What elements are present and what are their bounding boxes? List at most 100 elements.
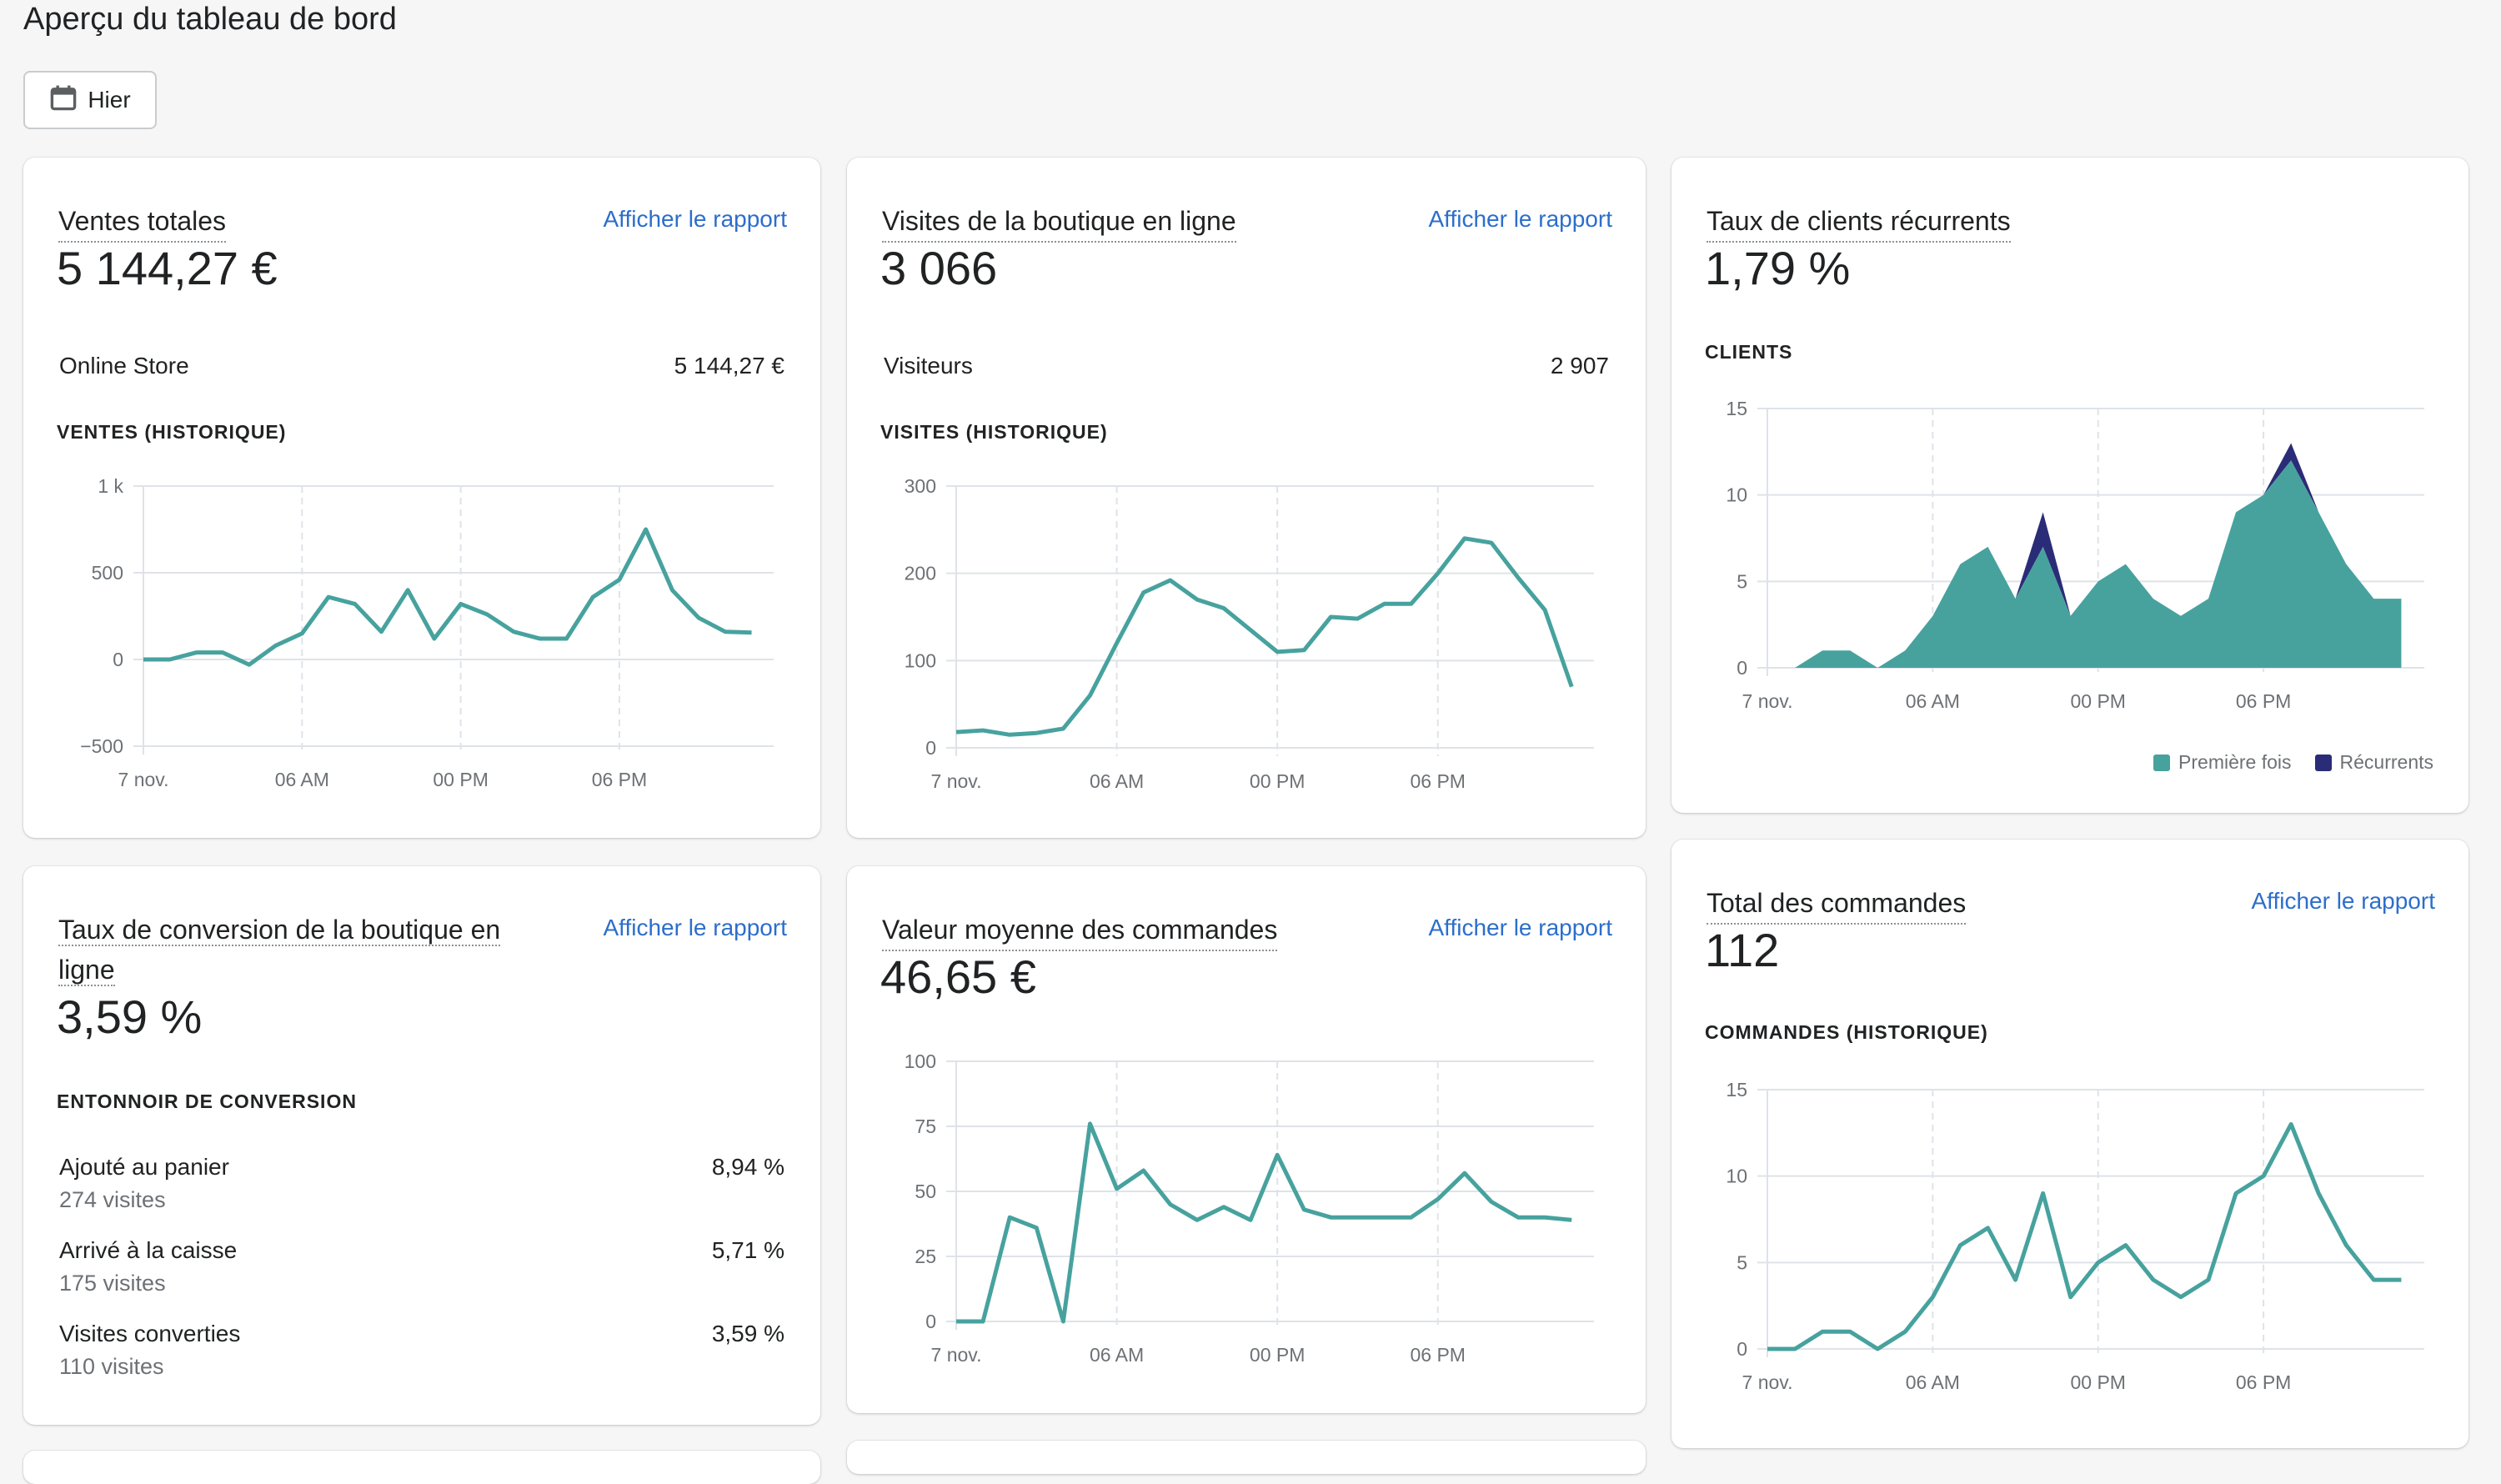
card-average-order-value: Valeur moyenne des commandes Afficher le…: [847, 866, 1646, 1413]
x-tick-label: 06 PM: [592, 769, 647, 790]
series-line: [143, 527, 752, 667]
orders-history-chart: 15 10 5 0 7 nov. 06 AM 00 PM 06 PM: [1726, 1079, 2424, 1393]
y-tick-label: 1 k: [98, 475, 123, 497]
x-tick-label: 00 PM: [2070, 690, 2125, 712]
y-tick-label: 100: [905, 649, 936, 671]
legend-swatch: [2153, 754, 2171, 771]
x-tick-label: 06 AM: [1090, 1344, 1144, 1366]
x-tick-label: 00 PM: [2070, 1371, 2125, 1393]
card-title[interactable]: Ventes totales: [58, 201, 227, 243]
y-tick-label: 15: [1726, 1079, 1747, 1100]
view-report-link[interactable]: Afficher le rapport: [603, 206, 788, 232]
visits-history-chart: 300 200 100 0 7 nov. 06 AM 00 PM 06 PM: [905, 475, 1594, 792]
legend-label: Première fois: [2178, 751, 2292, 773]
y-tick-label: 15: [1726, 398, 1747, 419]
sales-history-chart: 1 k 500 0 −500 7 nov. 06 AM 00 PM 06 PM: [80, 475, 774, 790]
series-line: [956, 1121, 1572, 1324]
y-tick-label: 50: [915, 1181, 936, 1202]
x-tick-label: 06 AM: [1906, 690, 1960, 712]
funnel-step-visits: 110 visites: [59, 1354, 164, 1379]
aov-history-chart: 100 75 50 25 0 7 nov. 06 AM 00 PM 06 PM: [905, 1050, 1594, 1366]
y-tick-label: 0: [925, 737, 936, 759]
view-report-link[interactable]: Afficher le rapport: [1428, 206, 1613, 232]
view-report-link[interactable]: Afficher le rapport: [2251, 888, 2436, 914]
row-value: 5 144,27 €: [674, 353, 784, 379]
card-title-line-1: Taux de conversion de la boutique en: [58, 915, 501, 946]
y-tick-label: 300: [905, 475, 936, 497]
legend-item-returning: Récurrents: [2314, 751, 2433, 774]
section-label: VENTES (HISTORIQUE): [57, 421, 287, 443]
section-label: VISITES (HISTORIQUE): [880, 421, 1108, 443]
x-tick-label: 06 AM: [1090, 770, 1144, 792]
y-tick-label: −500: [80, 735, 123, 757]
section-label: CLIENTS: [1705, 341, 1793, 363]
y-tick-label: 500: [92, 562, 123, 584]
card-title[interactable]: Total des commandes: [1707, 883, 1967, 925]
date-filter-button[interactable]: Hier: [23, 71, 157, 129]
funnel-step-rate: 8,94 %: [711, 1154, 784, 1180]
view-report-link[interactable]: Afficher le rapport: [1428, 915, 1613, 940]
metric-value: 3,59 %: [57, 990, 203, 1043]
card-title[interactable]: Visites de la boutique en ligne: [882, 201, 1236, 243]
x-tick-label: 7 nov.: [931, 770, 982, 792]
section-label: ENTONNOIR DE CONVERSION: [57, 1090, 357, 1112]
x-tick-label: 06 PM: [2236, 1371, 2291, 1393]
y-tick-label: 0: [1737, 657, 1747, 679]
x-tick-label: 06 PM: [1410, 770, 1465, 792]
card-total-sales: Ventes totales Afficher le rapport 5 144…: [23, 158, 820, 838]
row-value: 2 907: [1550, 353, 1609, 379]
metric-value: 112: [1705, 924, 1780, 976]
x-tick-label: 7 nov.: [118, 769, 169, 790]
calendar-icon: [49, 83, 78, 118]
row-label: Visiteurs: [884, 353, 973, 379]
series-area-first-time: [1767, 460, 2402, 668]
y-tick-label: 0: [925, 1311, 936, 1332]
metric-value: 46,65 €: [880, 950, 1036, 1003]
series-line: [1767, 1121, 2402, 1351]
funnel-step-label: Visites converties: [59, 1321, 241, 1346]
card-online-store-visits: Visites de la boutique en ligne Afficher…: [847, 158, 1646, 838]
x-tick-label: 7 nov.: [1742, 1371, 1793, 1393]
page-title: Aperçu du tableau de bord: [23, 2, 397, 37]
metric-value: 1,79 %: [1705, 242, 1851, 294]
x-tick-label: 00 PM: [433, 769, 488, 790]
card-title[interactable]: Valeur moyenne des commandes: [882, 910, 1278, 951]
x-tick-label: 7 nov.: [931, 1344, 982, 1366]
legend-label: Récurrents: [2339, 751, 2433, 773]
card-total-orders: Total des commandes Afficher le rapport …: [1672, 840, 2468, 1448]
y-tick-label: 10: [1726, 1166, 1747, 1187]
y-tick-label: 5: [1737, 1251, 1747, 1273]
series-line: [955, 536, 1574, 737]
y-tick-label: 200: [905, 563, 936, 584]
y-tick-label: 0: [1737, 1338, 1747, 1360]
row-label: Online Store: [59, 353, 189, 379]
metric-value: 5 144,27 €: [57, 242, 278, 294]
card-title[interactable]: Taux de conversion de la boutique en lig…: [58, 910, 550, 990]
y-tick-label: 5: [1737, 570, 1747, 592]
x-tick-label: 06 PM: [2236, 690, 2291, 712]
x-tick-label: 00 PM: [1250, 1344, 1305, 1366]
funnel-step-label: Arrivé à la caisse: [59, 1237, 238, 1263]
section-label: COMMANDES (HISTORIQUE): [1705, 1021, 1988, 1043]
card-partial: [23, 1451, 820, 1484]
funnel-step-visits: 175 visites: [59, 1271, 166, 1296]
y-tick-label: 75: [915, 1116, 936, 1137]
view-report-link[interactable]: Afficher le rapport: [603, 915, 788, 940]
card-title[interactable]: Taux de clients récurrents: [1707, 201, 2011, 243]
x-tick-label: 7 nov.: [1742, 690, 1793, 712]
x-tick-label: 06 PM: [1410, 1344, 1465, 1366]
funnel-step-visits: 274 visites: [59, 1187, 166, 1212]
card-partial: [847, 1441, 1646, 1474]
customers-area-chart: 15 10 5 0 7 nov. 06 AM 00 PM 06 PM: [1726, 398, 2424, 712]
x-tick-label: 06 AM: [1906, 1371, 1960, 1393]
legend-item-first-time: Première fois: [2153, 751, 2292, 774]
y-tick-label: 0: [113, 649, 123, 670]
legend-swatch: [2314, 754, 2332, 771]
card-conversion-rate: Taux de conversion de la boutique en lig…: [23, 866, 820, 1425]
card-title-line-2: ligne: [58, 955, 115, 986]
funnel-step-rate: 3,59 %: [711, 1321, 784, 1346]
card-returning-customer-rate: Taux de clients récurrents 1,79 % CLIENT…: [1672, 158, 2468, 813]
y-tick-label: 10: [1726, 484, 1747, 506]
funnel-step-label: Ajouté au panier: [59, 1154, 229, 1180]
date-filter-label: Hier: [88, 87, 131, 113]
